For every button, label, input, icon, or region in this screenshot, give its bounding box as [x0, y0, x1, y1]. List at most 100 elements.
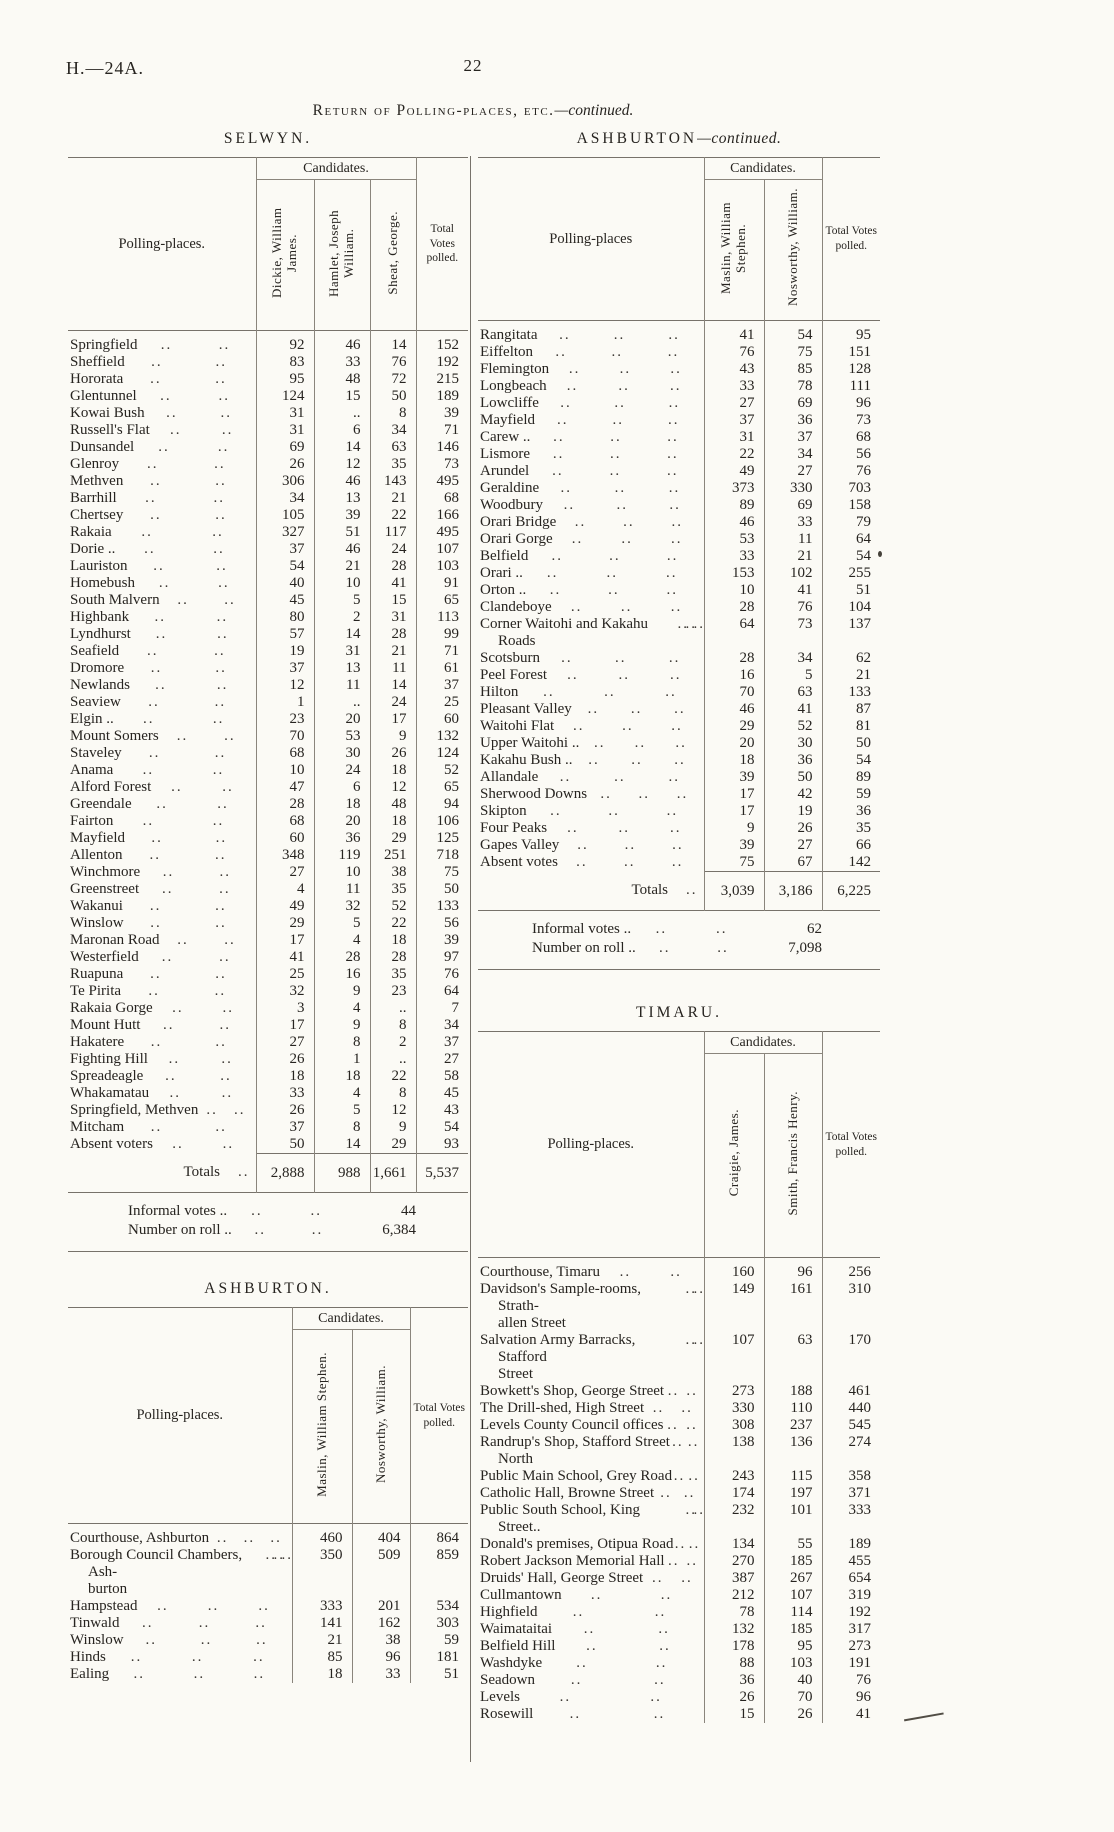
total-votes-cell: 158	[821, 497, 880, 514]
candidate-votes-cell: 270	[703, 1553, 764, 1570]
leader-dots: ..	[254, 1222, 267, 1238]
polling-place-name: Levels County Council offices	[480, 1417, 664, 1433]
leader-dots: ..	[667, 446, 679, 462]
leader-dots: ..	[212, 762, 225, 778]
table-row: Geraldine...... 373 330 703	[478, 480, 880, 497]
leader-dots: ..	[567, 667, 579, 683]
ashburton-informal-votes-line: Informal votes .. .. .. 62	[478, 920, 880, 939]
table-row: Maronan Road.... 17 4 18 39	[68, 932, 469, 949]
polling-place-cell: Absent votes......	[478, 854, 704, 872]
candidate-votes-cell: 85	[763, 361, 822, 378]
timaru-polling-places-header: Polling-places.	[547, 1136, 635, 1152]
total-votes-cell: 128	[821, 361, 880, 378]
leader-dots: ..	[593, 735, 606, 751]
polling-place-cell: Courthouse, Ashburton......	[68, 1524, 292, 1548]
candidate-votes-cell: 46	[313, 330, 370, 354]
table-row: Allenton.... 348 119 251 718	[68, 847, 469, 864]
leader-dots: ..	[574, 514, 587, 530]
leader-dots: ..	[686, 1553, 699, 1569]
candidate-votes-cell: 107	[763, 1587, 822, 1604]
leader-dots: ..	[155, 626, 168, 642]
candidate-votes-cell: 21	[313, 558, 370, 575]
leader-dots: ..	[685, 616, 697, 632]
candidate-votes-cell: 333	[291, 1598, 352, 1615]
table-row: Winchmore.... 27 10 38 75	[68, 864, 469, 881]
leader-dots: ..	[222, 1000, 235, 1016]
total-votes-cell: 73	[821, 412, 880, 429]
total-votes-cell: 91	[415, 575, 469, 592]
leader-dots: ..	[659, 940, 671, 956]
total-votes-cell: 71	[415, 422, 469, 439]
leader-dots: ..	[150, 915, 162, 931]
table-row: Springfield.... 92 46 14 152	[68, 330, 469, 354]
leader-dots: ..	[618, 378, 630, 394]
total-votes-cell: 65	[415, 779, 469, 796]
leader-dots: ..	[149, 847, 161, 863]
total-votes-cell: 703	[821, 480, 880, 497]
leader-dots: ..	[155, 677, 167, 693]
candidate-votes-cell: 19	[763, 803, 822, 820]
candidate-votes-cell: 243	[703, 1468, 764, 1485]
table-row: Barrhill.... 34 13 21 68	[68, 490, 469, 507]
polling-place-name: Lismore	[480, 446, 530, 462]
candidate-votes-cell: 5	[313, 1102, 370, 1119]
polling-place-name: Waimataitai	[480, 1621, 553, 1637]
candidate-votes-cell: 63	[763, 684, 822, 701]
polling-place-name: Ruapuna	[70, 966, 124, 982]
candidate-votes-cell: 31	[255, 405, 314, 422]
total-votes-cell: 68	[821, 429, 880, 446]
leader-dots: ..	[668, 650, 681, 666]
leader-dots: ..	[716, 921, 728, 937]
polling-place-name: Pleasant Valley	[480, 701, 572, 717]
candidate-votes-cell: 67	[763, 854, 822, 872]
candidate-votes-cell: 8	[313, 1034, 370, 1051]
candidate-votes-cell: 31	[255, 422, 314, 439]
candidate-votes-cell: 5	[763, 667, 822, 684]
candidate-votes-cell: 160	[703, 1257, 764, 1281]
table-row: Te Pirita.... 32 9 23 64	[68, 983, 469, 1000]
candidate-votes-cell: 37	[703, 412, 764, 429]
leader-dots: ..	[273, 1547, 285, 1563]
leader-dots: ..	[667, 429, 679, 445]
leader-dots: ..	[145, 1632, 157, 1648]
polling-place-name: Maronan Road	[70, 932, 160, 948]
timaru-candidate-1-header: Craigie, James.	[703, 1053, 764, 1258]
candidate-votes-cell: 70	[703, 684, 764, 701]
selwyn-candidate-2-header: Hamlet, Joseph William.	[313, 179, 370, 331]
leader-dots: ..	[243, 1530, 256, 1546]
leader-dots: ..	[586, 1638, 598, 1654]
table-row: Rakaia.... 327 51 117 495	[68, 524, 469, 541]
leader-dots: ..	[150, 1034, 163, 1050]
polling-place-cell: Maronan Road....	[68, 932, 256, 949]
candidate-votes-cell: 30	[313, 745, 370, 762]
candidate-votes-cell: 38	[369, 864, 417, 881]
ashburton-continued-heading: ASHBURTON—continued.	[576, 130, 782, 147]
leader-dots: ..	[549, 582, 562, 598]
candidate-votes-cell: 11	[313, 881, 370, 898]
total-votes-cell: 60	[415, 711, 469, 728]
table-row: Corner Waitohi and Kakahu Roads...... 64 7…	[478, 616, 880, 650]
total-votes-cell: 71	[415, 643, 469, 660]
candidate-votes-cell: 153	[703, 565, 764, 582]
leader-dots: ..	[150, 966, 162, 982]
total-votes-cell: 54	[821, 548, 880, 565]
polling-place-cell: Lyndhurst....	[68, 626, 256, 643]
leader-dots: ..	[608, 803, 620, 819]
polling-place-cell: Sherwood Downs......	[478, 786, 704, 803]
leader-dots: ..	[655, 1655, 668, 1671]
leader-dots: ..	[141, 524, 153, 540]
candidate-votes-cell: 251	[369, 847, 417, 864]
polling-place-cell: Mayfield......	[478, 412, 704, 429]
leader-dots: ..	[570, 1672, 583, 1688]
leader-dots: ..	[571, 531, 584, 547]
candidate-votes-cell: 36	[313, 830, 370, 847]
candidate-votes-cell: 37	[255, 660, 314, 677]
table-row: Homebush.... 40 10 41 91	[68, 575, 469, 592]
leader-dots: ..	[146, 456, 159, 472]
polling-place-cell: Clandeboye......	[478, 599, 704, 616]
leader-dots: ..	[614, 480, 627, 496]
total-votes-cell: 96	[821, 395, 880, 412]
candidate-votes-cell: 31	[313, 643, 370, 660]
polling-place-name: Rangitata	[480, 327, 538, 343]
candidate-votes-cell: 32	[313, 898, 370, 915]
